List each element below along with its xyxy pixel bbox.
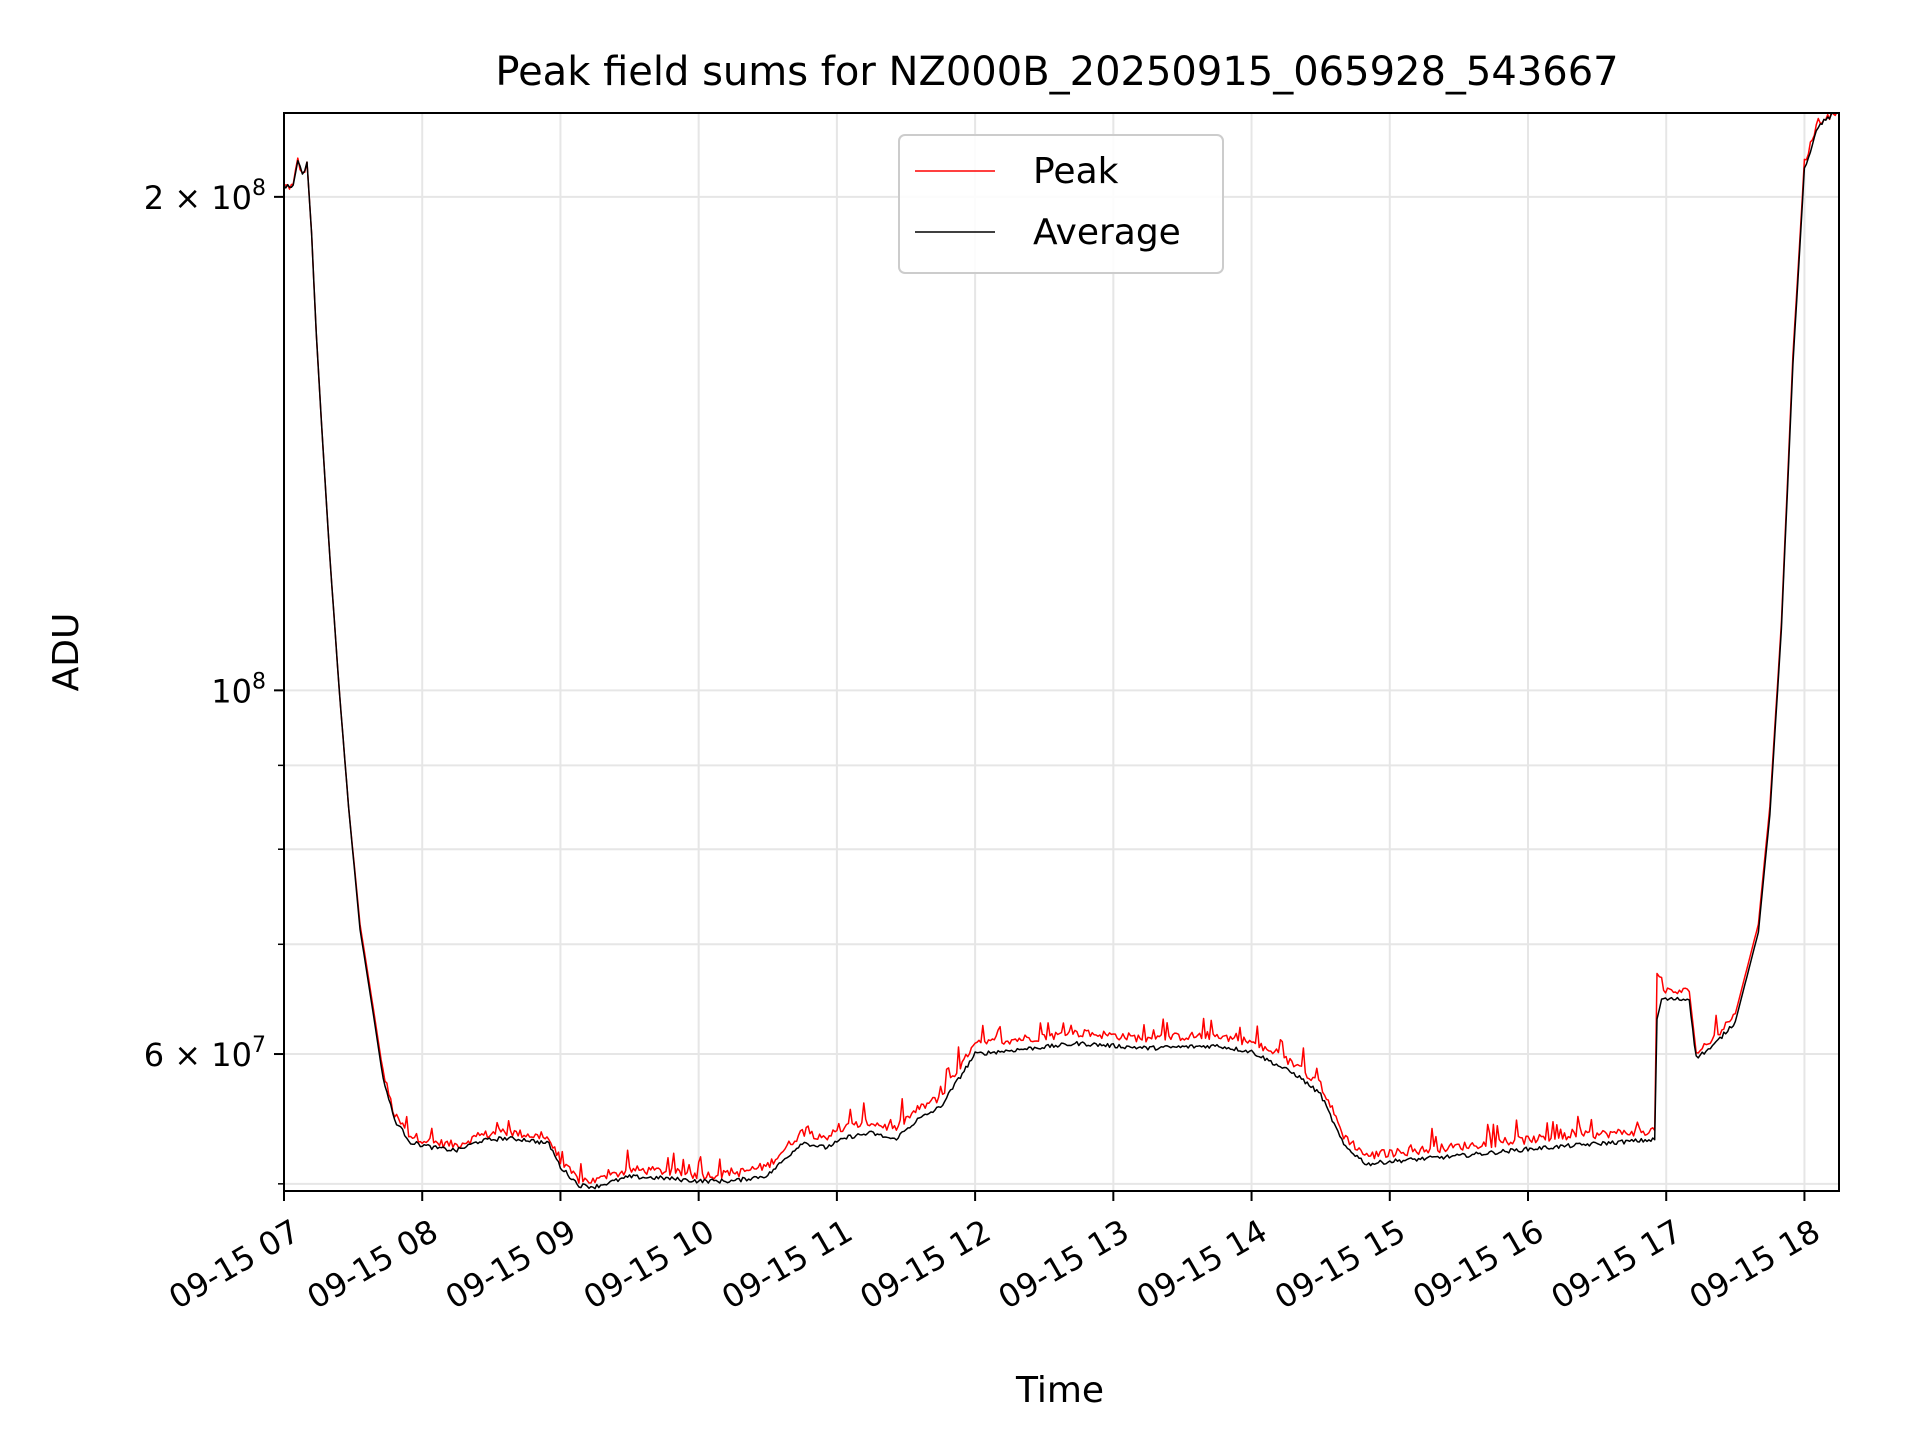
y-axis: 2 × 108 108 6 × 107 [144,176,284,1185]
grid-lines [283,113,1839,1191]
legend-label-peak: Peak [1033,151,1119,192]
series-line-average [284,113,1834,1190]
y-tick-label: 2 × 108 [144,176,266,217]
chart-title: Peak field sums for NZ000B_20250915_0659… [495,49,1618,95]
y-axis-label: ADU [46,613,87,692]
y-tick-label: 108 [211,669,266,710]
legend-label-average: Average [1033,212,1181,253]
y-tick-label: 6 × 107 [144,1033,266,1074]
series-line-peak [284,113,1838,1184]
legend: Peak Average [898,134,1224,274]
x-axis-label: Time [1015,1370,1104,1411]
plot-frame [283,112,1840,1192]
legend-box [898,134,1224,274]
series-layer [284,113,1838,1190]
